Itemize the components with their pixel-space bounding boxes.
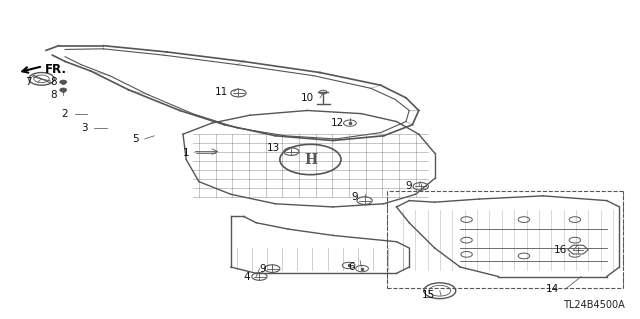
Text: 9: 9 bbox=[406, 182, 412, 191]
Text: H: H bbox=[304, 152, 317, 167]
Circle shape bbox=[284, 146, 337, 173]
Text: 11: 11 bbox=[214, 86, 228, 97]
Text: 9: 9 bbox=[351, 192, 358, 203]
Circle shape bbox=[60, 88, 67, 92]
Circle shape bbox=[568, 245, 588, 255]
Text: 3: 3 bbox=[81, 123, 88, 133]
Text: 12: 12 bbox=[330, 118, 344, 128]
Text: 2: 2 bbox=[61, 109, 68, 119]
Circle shape bbox=[60, 80, 67, 84]
Text: TL24B4500A: TL24B4500A bbox=[563, 300, 625, 310]
Text: 16: 16 bbox=[554, 245, 567, 255]
Text: 10: 10 bbox=[301, 93, 314, 103]
Text: 4: 4 bbox=[243, 271, 250, 281]
Text: 14: 14 bbox=[546, 284, 559, 294]
Text: 9: 9 bbox=[259, 263, 266, 274]
Text: 13: 13 bbox=[268, 144, 280, 153]
Text: 15: 15 bbox=[422, 291, 435, 300]
Text: 7: 7 bbox=[25, 77, 31, 87]
Text: 1: 1 bbox=[183, 148, 189, 158]
Text: 5: 5 bbox=[132, 134, 138, 144]
Text: 6: 6 bbox=[348, 262, 355, 272]
Text: FR.: FR. bbox=[45, 63, 67, 76]
Text: 8: 8 bbox=[50, 90, 57, 100]
Text: 8: 8 bbox=[50, 77, 57, 87]
